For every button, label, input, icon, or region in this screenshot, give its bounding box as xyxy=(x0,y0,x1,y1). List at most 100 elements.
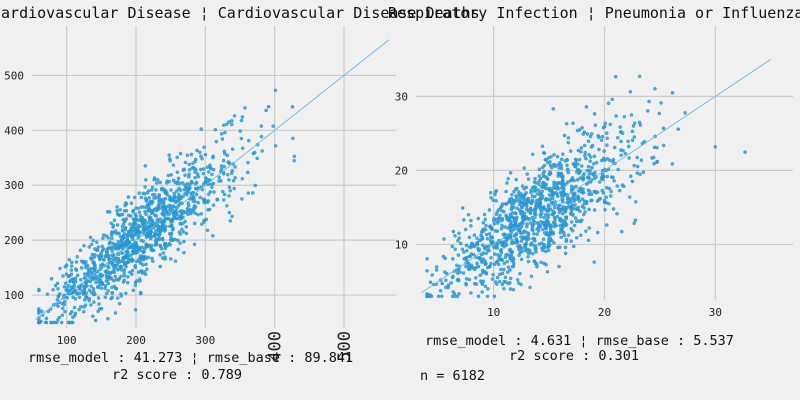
scatter-point xyxy=(573,164,577,168)
scatter-point xyxy=(163,196,168,201)
scatter-point xyxy=(478,279,483,283)
scatter-point xyxy=(485,265,490,270)
scatter-point xyxy=(604,195,608,199)
scatter-point xyxy=(122,219,127,223)
scatter-point xyxy=(253,183,258,188)
scatter-point xyxy=(194,192,199,197)
scatter-point xyxy=(122,232,127,236)
scatter-point xyxy=(166,173,171,178)
scatter-point xyxy=(627,195,632,199)
scatter-point xyxy=(169,188,173,192)
scatter-point xyxy=(113,311,118,315)
scatter-point xyxy=(492,262,497,267)
y-tick-label: 10 xyxy=(395,238,408,251)
scatter-point xyxy=(592,260,597,264)
scatter-point xyxy=(588,155,593,159)
scatter-point xyxy=(204,217,209,222)
scatter-point xyxy=(206,192,211,197)
scatter-point xyxy=(559,157,564,162)
scatter-point xyxy=(152,213,157,217)
scatter-point xyxy=(186,212,190,217)
scatter-point xyxy=(565,200,569,205)
scatter-point xyxy=(259,124,264,128)
scatter-point xyxy=(93,277,97,281)
scatter-point xyxy=(107,210,112,214)
scatter-point xyxy=(655,160,659,164)
scatter-point xyxy=(88,235,93,240)
scatter-point xyxy=(126,232,130,237)
scatter-point xyxy=(585,175,590,180)
scatter-point xyxy=(219,179,223,183)
scatter-point xyxy=(59,320,64,325)
scatter-point xyxy=(655,145,659,150)
scatter-point xyxy=(580,126,584,130)
scatter-point xyxy=(449,281,453,285)
scatter-point xyxy=(492,222,497,226)
scatter-point xyxy=(151,192,155,197)
scatter-point xyxy=(532,237,536,241)
scatter-point xyxy=(563,182,568,187)
scatter-point xyxy=(99,306,104,311)
scatter-point xyxy=(539,207,543,212)
scatter-point xyxy=(147,196,151,200)
scatter-point xyxy=(176,238,180,243)
scatter-point xyxy=(128,245,133,250)
scatter-point xyxy=(162,242,167,246)
scatter-point xyxy=(167,217,171,221)
scatter-point xyxy=(507,199,512,204)
scatter-point xyxy=(559,235,563,240)
scatter-point xyxy=(489,261,493,266)
scatter-point xyxy=(495,221,500,225)
scatter-point xyxy=(148,233,153,238)
scatter-point xyxy=(464,264,468,269)
scatter-point xyxy=(511,287,516,292)
scatter-point xyxy=(104,269,109,273)
y-tick-label: 200 xyxy=(4,234,24,247)
scatter-point xyxy=(544,262,548,267)
scatter-point xyxy=(542,163,547,168)
scatter-point xyxy=(137,210,142,215)
scatter-point xyxy=(632,163,636,168)
scatter-point xyxy=(458,270,462,274)
scatter-point xyxy=(134,206,138,210)
scatter-point xyxy=(131,210,135,214)
scatter-point xyxy=(103,286,107,291)
scatter-point xyxy=(49,276,54,281)
scatter-point xyxy=(632,121,637,125)
scatter-point xyxy=(584,156,588,161)
scatter-point xyxy=(202,220,206,224)
scatter-point xyxy=(586,164,591,169)
scatter-point xyxy=(62,285,67,289)
scatter-point xyxy=(579,187,583,192)
scatter-point xyxy=(113,245,118,250)
scatter-point xyxy=(106,281,111,286)
scatter-point xyxy=(528,221,533,225)
scatter-point xyxy=(430,273,435,277)
scatter-point xyxy=(508,234,512,239)
scatter-point xyxy=(514,211,518,216)
scatter-point xyxy=(626,139,630,144)
scatter-point xyxy=(551,107,556,111)
scatter-point xyxy=(150,185,155,190)
scatter-point xyxy=(546,161,550,165)
scatter-point xyxy=(457,291,461,296)
scatter-point xyxy=(487,232,492,236)
scatter-point xyxy=(227,185,232,189)
scatter-point xyxy=(154,239,159,244)
scatter-point xyxy=(492,294,497,299)
scatter-point xyxy=(553,205,557,210)
scatter-point xyxy=(561,189,566,194)
scatter-point xyxy=(74,279,78,284)
scatter-point xyxy=(490,277,495,281)
scatter-point xyxy=(98,278,103,283)
scatter-point xyxy=(551,209,555,213)
scatter-point xyxy=(251,151,256,156)
scatter-point xyxy=(457,231,461,236)
scatter-point xyxy=(175,170,180,174)
scatter-point xyxy=(615,135,620,140)
scatter-point xyxy=(178,241,182,245)
scatter-point xyxy=(540,189,544,193)
scatter-point xyxy=(523,235,527,239)
scatter-point xyxy=(148,208,152,212)
scatter-point xyxy=(139,290,143,295)
